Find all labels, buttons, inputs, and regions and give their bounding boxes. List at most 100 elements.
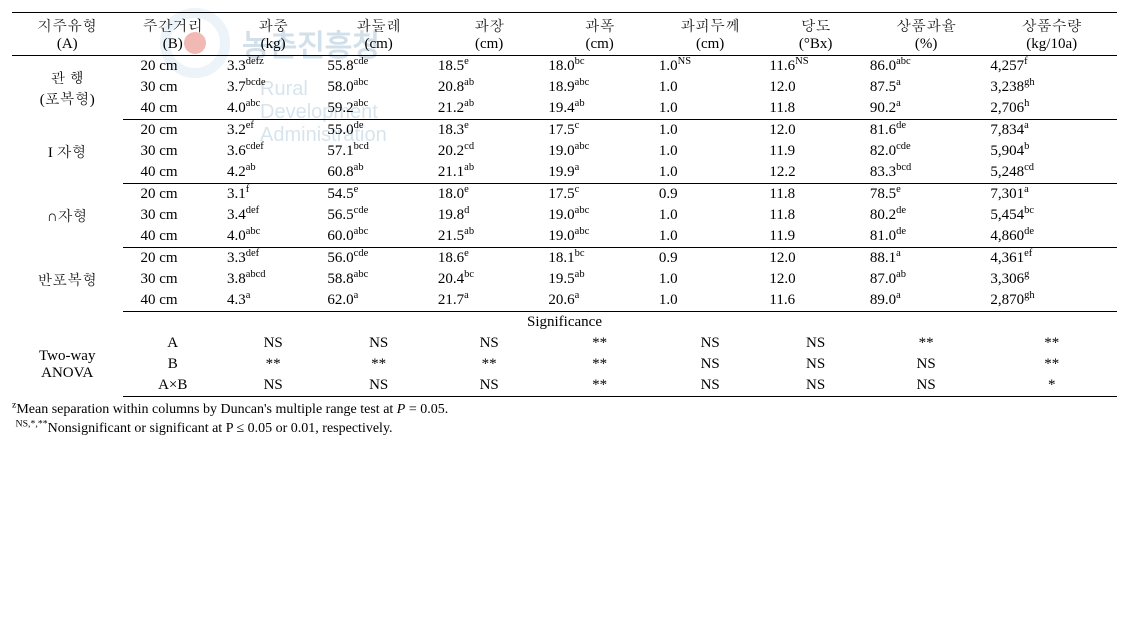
data-cell: 1.0: [655, 141, 766, 162]
data-cell: 3.8abcd: [223, 269, 323, 290]
data-cell: 17.5c: [544, 120, 655, 142]
data-cell: 4,257f: [986, 56, 1117, 78]
significance-title-row: Significance: [12, 312, 1117, 334]
data-cell: 55.0de: [323, 120, 434, 142]
data-cell: 90.2a: [866, 98, 987, 120]
data-cell: 1.0NS: [655, 56, 766, 78]
data-cell: 87.5a: [866, 77, 987, 98]
sig-cell: NS: [655, 375, 766, 397]
spacing-value: 20 cm: [123, 248, 223, 270]
sig-cell: NS: [866, 354, 987, 375]
data-cell: 1.0: [655, 120, 766, 142]
table-row: 30 cm3.4def56.5cde19.8d19.0abc1.011.880.…: [12, 205, 1117, 226]
data-cell: 3.7bcde: [223, 77, 323, 98]
sig-cell: **: [986, 333, 1117, 354]
data-cell: 17.5c: [544, 184, 655, 206]
data-cell: 12.0: [765, 120, 865, 142]
data-cell: 18.0bc: [544, 56, 655, 78]
data-cell: 18.9abc: [544, 77, 655, 98]
data-cell: 18.1bc: [544, 248, 655, 270]
factor-label: A×B: [123, 375, 223, 397]
data-cell: 5,904b: [986, 141, 1117, 162]
data-cell: 11.9: [765, 141, 865, 162]
table-row: 30 cm3.8abcd58.8abc20.4bc19.5ab1.012.087…: [12, 269, 1117, 290]
sig-cell: **: [223, 354, 323, 375]
data-cell: 81.6de: [866, 120, 987, 142]
footnote-1: zMean separation within columns by Dunca…: [12, 401, 1117, 420]
data-cell: 4.0abc: [223, 98, 323, 120]
sig-cell: NS: [765, 375, 865, 397]
data-cell: 19.5ab: [544, 269, 655, 290]
data-cell: 3.3defz: [223, 56, 323, 78]
data-cell: 20.6a: [544, 290, 655, 312]
data-cell: 18.0e: [434, 184, 545, 206]
significance-row: B********NSNSNS**: [12, 354, 1117, 375]
data-cell: 57.1bcd: [323, 141, 434, 162]
header-1: 주간거리(B): [123, 13, 223, 56]
data-cell: 19.0abc: [544, 205, 655, 226]
header-7: 당도(°Bx): [765, 13, 865, 56]
table-row: 반포복형20 cm3.3def56.0cde18.6e18.1bc0.912.0…: [12, 248, 1117, 270]
data-cell: 88.1a: [866, 248, 987, 270]
footnote-2: NS,*,**Nonsignificant or significant at …: [12, 420, 1117, 439]
table-row: 관 행(포복형)20 cm3.3defz55.8cde18.5e18.0bc1.…: [12, 56, 1117, 78]
significance-row: Two-wayANOVAANSNSNS**NSNS****: [12, 333, 1117, 354]
spacing-value: 30 cm: [123, 141, 223, 162]
data-cell: 7,834a: [986, 120, 1117, 142]
data-cell: 21.2ab: [434, 98, 545, 120]
data-cell: 1.0: [655, 290, 766, 312]
table-row: I 자형20 cm3.2ef55.0de18.3e17.5c1.012.081.…: [12, 120, 1117, 142]
sig-cell: NS: [655, 333, 766, 354]
table-row: 40 cm4.0abc59.2abc21.2ab19.4ab1.011.890.…: [12, 98, 1117, 120]
data-cell: 58.0abc: [323, 77, 434, 98]
data-cell: 89.0a: [866, 290, 987, 312]
spacing-value: 20 cm: [123, 184, 223, 206]
data-cell: 11.8: [765, 184, 865, 206]
data-cell: 5,248cd: [986, 162, 1117, 184]
sig-cell: NS: [765, 354, 865, 375]
data-cell: 78.5e: [866, 184, 987, 206]
sig-cell: **: [986, 354, 1117, 375]
header-3: 과둘레(cm): [323, 13, 434, 56]
data-cell: 4,361ef: [986, 248, 1117, 270]
data-cell: 0.9: [655, 184, 766, 206]
sig-cell: NS: [866, 375, 987, 397]
data-cell: 12.2: [765, 162, 865, 184]
data-cell: 87.0ab: [866, 269, 987, 290]
data-cell: 18.6e: [434, 248, 545, 270]
data-table: 지주유형(A)주간거리(B)과중(kg)과둘레(cm)과장(cm)과폭(cm)과…: [12, 12, 1117, 397]
table-row: 40 cm4.2ab60.8ab21.1ab19.9a1.012.283.3bc…: [12, 162, 1117, 184]
data-cell: 19.0abc: [544, 141, 655, 162]
data-cell: 3,238gh: [986, 77, 1117, 98]
data-cell: 83.3bcd: [866, 162, 987, 184]
header-0: 지주유형(A): [12, 13, 123, 56]
table-row: 30 cm3.6cdef57.1bcd20.2cd19.0abc1.011.98…: [12, 141, 1117, 162]
data-cell: 18.3e: [434, 120, 545, 142]
data-cell: 1.0: [655, 162, 766, 184]
group-label-0: 관 행(포복형): [12, 56, 123, 120]
data-cell: 54.5e: [323, 184, 434, 206]
sig-cell: **: [866, 333, 987, 354]
data-cell: 56.0cde: [323, 248, 434, 270]
data-cell: 20.4bc: [434, 269, 545, 290]
data-cell: 18.5e: [434, 56, 545, 78]
sig-cell: **: [434, 354, 545, 375]
sig-cell: **: [323, 354, 434, 375]
data-cell: 19.4ab: [544, 98, 655, 120]
data-cell: 3.6cdef: [223, 141, 323, 162]
data-cell: 12.0: [765, 269, 865, 290]
spacing-value: 30 cm: [123, 205, 223, 226]
data-cell: 82.0cde: [866, 141, 987, 162]
spacing-value: 20 cm: [123, 56, 223, 78]
data-cell: 60.8ab: [323, 162, 434, 184]
factor-label: A: [123, 333, 223, 354]
data-cell: 86.0abc: [866, 56, 987, 78]
data-cell: 58.8abc: [323, 269, 434, 290]
table-row: 30 cm3.7bcde58.0abc20.8ab18.9abc1.012.08…: [12, 77, 1117, 98]
data-cell: 19.0abc: [544, 226, 655, 248]
data-cell: 21.1ab: [434, 162, 545, 184]
data-cell: 7,301a: [986, 184, 1117, 206]
group-label-1: I 자형: [12, 120, 123, 184]
footnote-2-sup: NS,*,**: [16, 418, 48, 429]
table-row: 40 cm4.3a62.0a21.7a20.6a1.011.689.0a2,87…: [12, 290, 1117, 312]
